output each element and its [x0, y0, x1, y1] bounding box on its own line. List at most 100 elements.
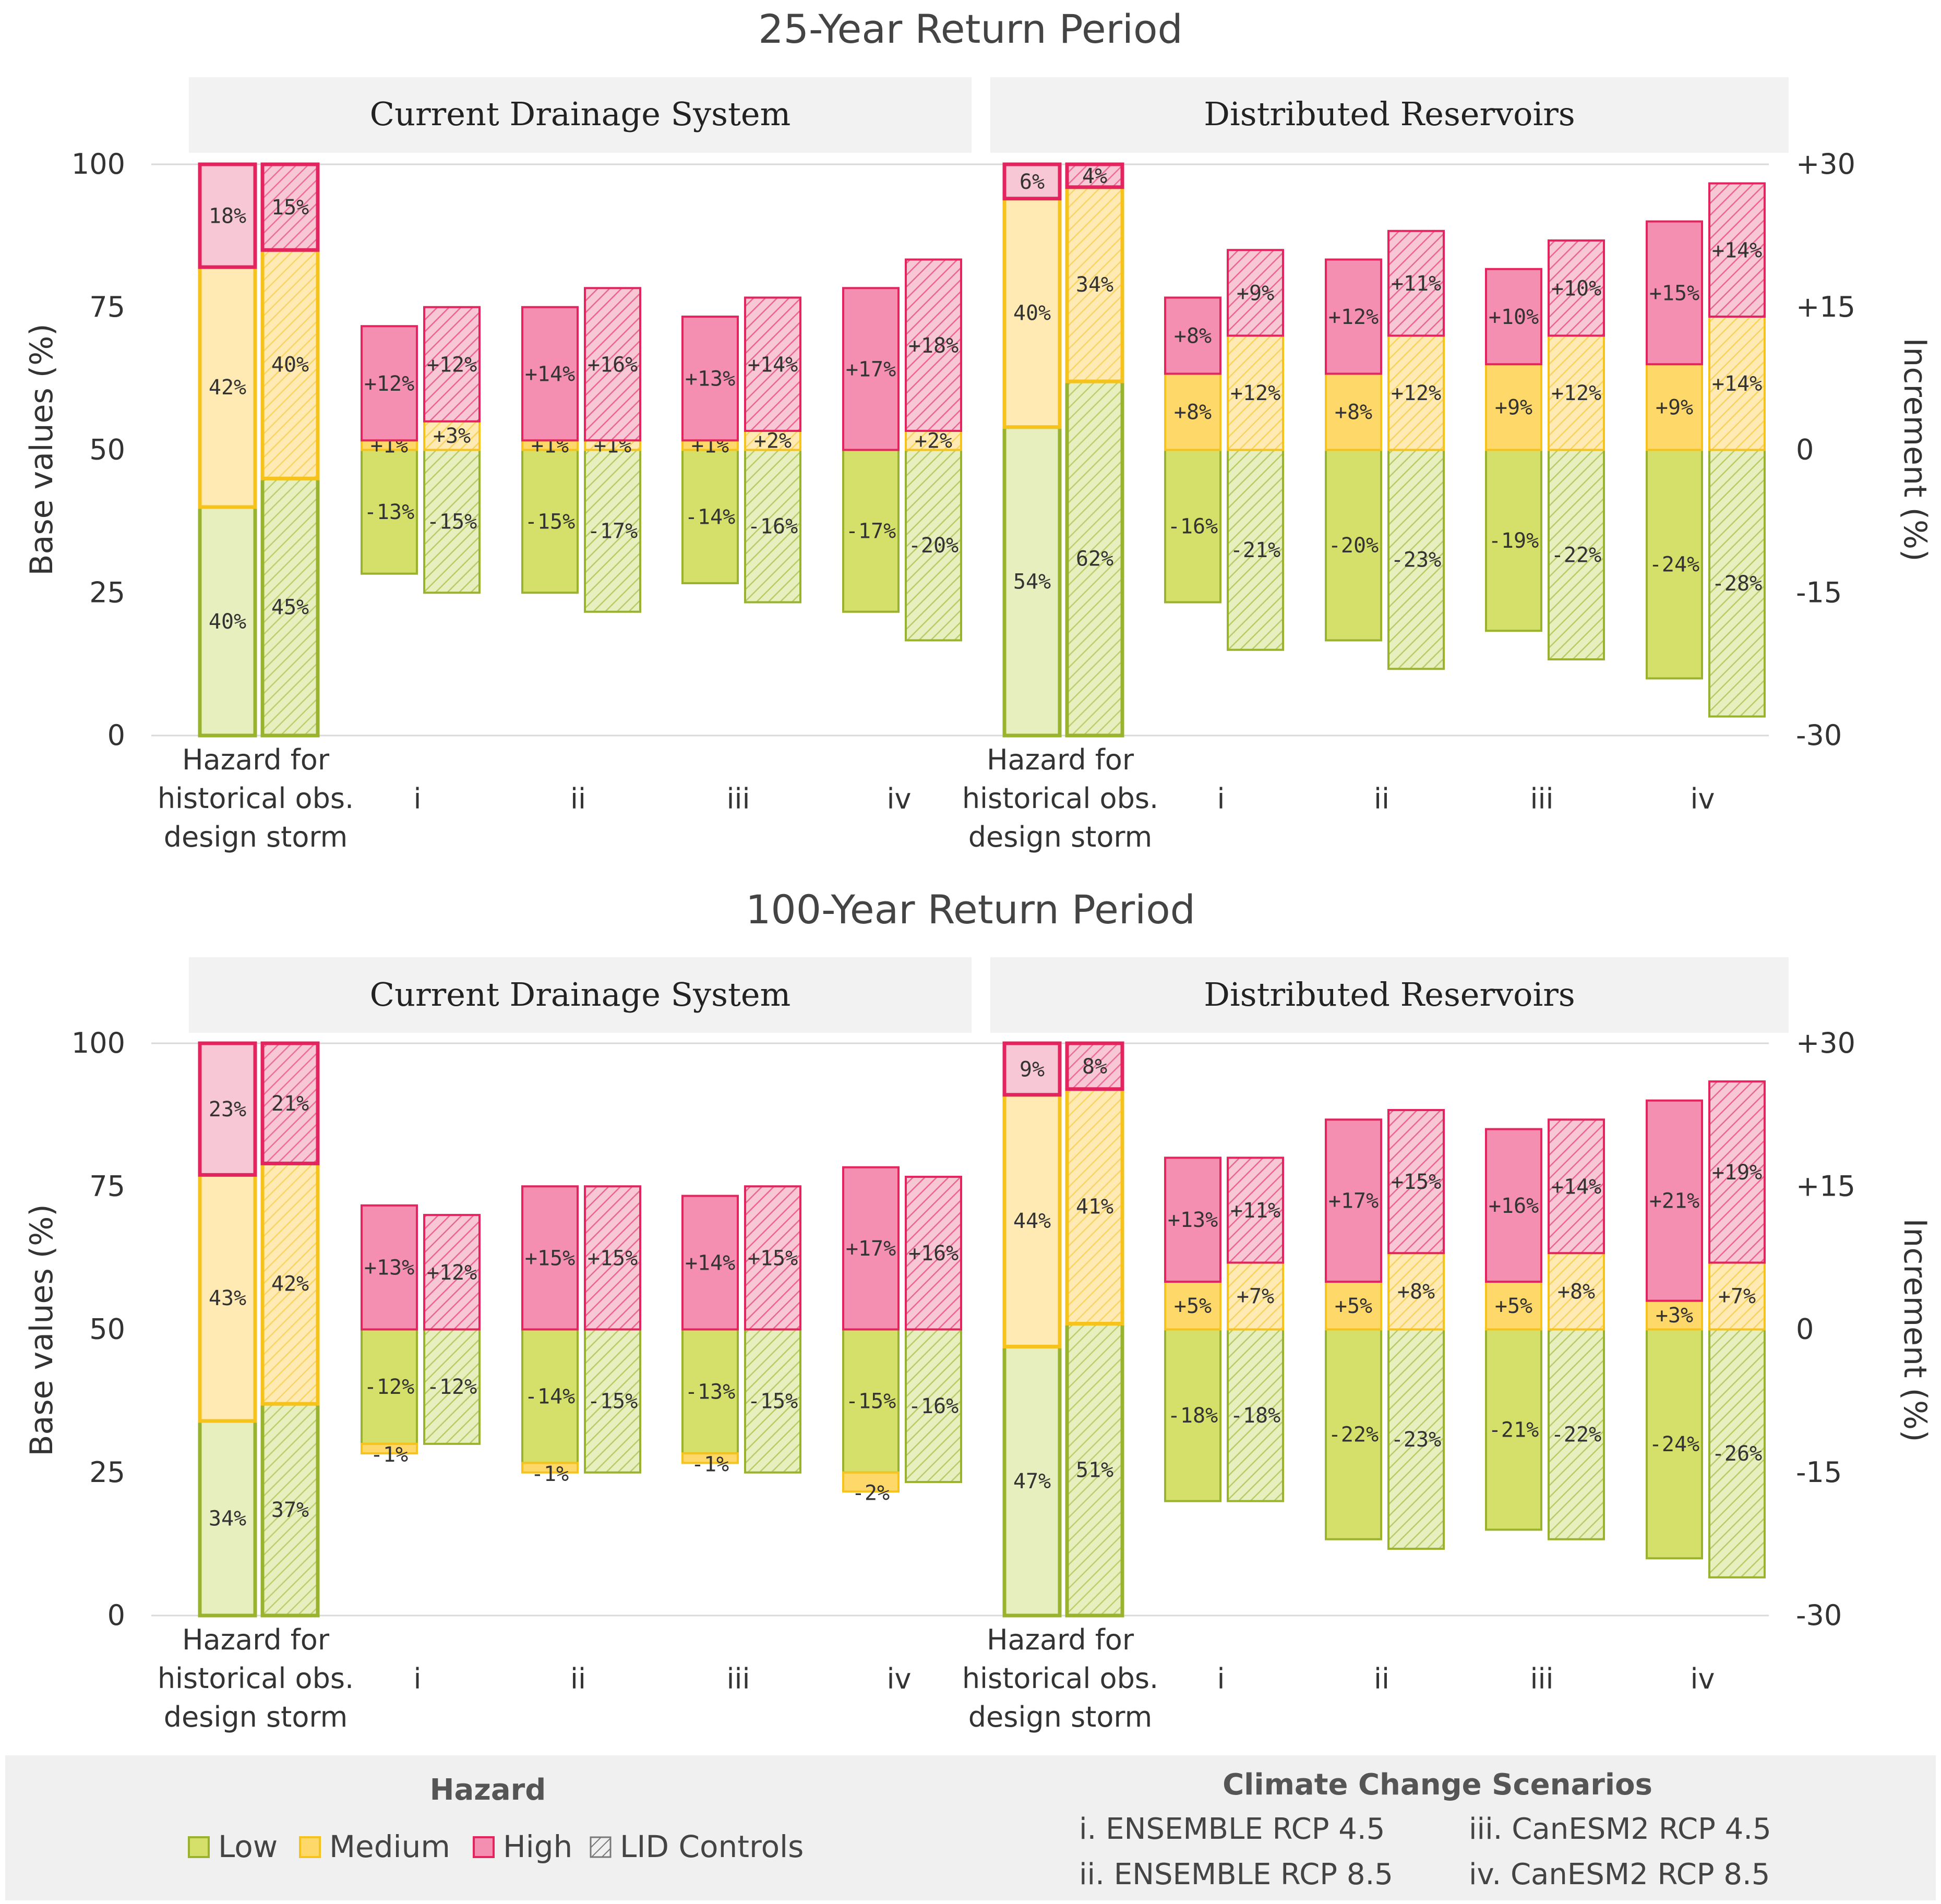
data-label: -12%: [364, 1375, 414, 1399]
data-label: +12%: [364, 372, 414, 396]
data-label: +10%: [1489, 305, 1539, 329]
y-tick-label: 50: [89, 1313, 125, 1346]
data-label: +5%: [1335, 1294, 1372, 1318]
bar-low: [1165, 450, 1220, 602]
y-tick-label: 50: [89, 433, 125, 466]
data-label: -24%: [1649, 553, 1699, 577]
bar-hatch-low: [585, 450, 640, 612]
data-label: +14%: [1712, 372, 1762, 396]
bar-outline-high: [1164, 296, 1221, 375]
y2-axis-title: Increment (%): [1897, 1219, 1933, 1442]
bar-high: [522, 1186, 578, 1330]
data-label: +8%: [1174, 324, 1212, 348]
bar-medium: [200, 1175, 255, 1421]
bar-hatch-high: [1228, 250, 1283, 336]
x-tick-label: iii: [726, 782, 750, 815]
bar-high: [843, 1167, 898, 1330]
bar-high: [843, 288, 898, 450]
bar-low: [362, 450, 417, 574]
y-tick-label: 25: [89, 1456, 125, 1489]
legend-swatch-high: [473, 1836, 495, 1858]
data-label: +2%: [915, 429, 952, 453]
data-label: -18%: [1168, 1404, 1218, 1428]
x-tick-label: Hazard for historical obs. design storm: [158, 1623, 354, 1733]
bar-hatch-medium: [906, 431, 961, 450]
y2-tick-label: -15: [1796, 1456, 1842, 1489]
data-label: +15%: [588, 1246, 638, 1270]
bar-hatch-medium: [1549, 1253, 1604, 1330]
bar-hatch-low: [262, 478, 318, 736]
bar-high: [1647, 1100, 1702, 1301]
data-label: -1%: [691, 1452, 729, 1476]
bar-hatch-medium: [1228, 1262, 1283, 1330]
data-label: +19%: [1712, 1161, 1762, 1185]
data-label: +8%: [1397, 1280, 1435, 1304]
data-label: 47%: [1013, 1469, 1051, 1493]
x-tick-label: ii: [570, 1662, 586, 1695]
bar-hatch-medium: [1709, 1262, 1765, 1330]
bar-hatch-medium: [1067, 187, 1122, 382]
data-label: 21%: [271, 1092, 309, 1116]
bar-high: [362, 326, 417, 441]
data-label: 62%: [1076, 547, 1113, 571]
bar-medium: [1486, 364, 1541, 450]
data-label: 15%: [271, 196, 309, 220]
y-tick-label: 0: [107, 719, 125, 752]
bar-outline-high: [260, 162, 320, 252]
chart-title: 100-Year Return Period: [746, 886, 1195, 933]
data-label: +16%: [908, 1242, 958, 1266]
data-label: -12%: [427, 1375, 477, 1399]
facet-header-reservoirs: [990, 957, 1789, 1033]
bar-hatch-low: [906, 1329, 961, 1483]
chart-marks: 0 25 50 75 100 -30 -15 0 +15 +30 Hazard for histori…: [71, 1027, 1855, 1733]
bar-medium: [1486, 1282, 1541, 1330]
bar-low: [522, 450, 578, 593]
bar-outline-high: [1708, 1080, 1766, 1264]
bar-outline-high: [361, 325, 418, 442]
bar-high: [1486, 269, 1541, 365]
bar-hatch-high: [424, 1215, 480, 1330]
bar-medium: [1647, 1300, 1702, 1330]
bar-medium: [682, 440, 738, 450]
y-tick-label: 100: [71, 1027, 125, 1059]
bar-hatch-low: [745, 450, 800, 602]
bar-outline-high: [423, 1214, 481, 1331]
bar-hatch-high: [1067, 164, 1122, 187]
data-label: -21%: [1230, 538, 1280, 562]
bar-hatch-medium: [585, 440, 640, 450]
bar-high: [1326, 259, 1381, 374]
bar-hatch-high: [745, 297, 800, 431]
x-tick-label: i: [413, 782, 421, 815]
legend-label-high: High: [503, 1829, 572, 1864]
bar-outline-high: [584, 1185, 641, 1331]
data-label: +12%: [1328, 305, 1379, 329]
data-label: -21%: [1489, 1418, 1539, 1442]
y-tick-label: 0: [107, 1599, 125, 1632]
bar-outline-high: [1002, 162, 1062, 201]
bar-low: [1165, 1329, 1220, 1501]
legend-label-low: Low: [218, 1829, 278, 1864]
bar-outline-high: [1227, 249, 1284, 337]
chart-marks: 0 25 50 75 100 -30 -15 0 +15 +30 Hazard for histori…: [71, 148, 1855, 853]
y2-tick-label: -30: [1796, 1599, 1842, 1632]
bar-low: [1004, 1346, 1060, 1616]
data-label: -23%: [1391, 548, 1441, 572]
data-label: 18%: [209, 204, 246, 228]
bar-outline-high: [681, 1195, 739, 1331]
y2-tick-label: +15: [1796, 291, 1855, 323]
facet-label-reservoirs: Distributed Reservoirs: [1204, 95, 1575, 133]
data-label: +2%: [754, 429, 792, 453]
data-label: -15%: [525, 510, 575, 534]
data-label: 40%: [271, 353, 309, 377]
bar-outline-high: [1548, 1118, 1605, 1255]
data-label: -22%: [1328, 1423, 1379, 1447]
y-axis-title: Base values (%): [23, 1204, 60, 1456]
bar-outline-high: [1485, 268, 1542, 366]
bar-low: [362, 1329, 417, 1444]
x-tick-label: Hazard for historical obs. design storm: [158, 743, 354, 853]
chart-title: 25-Year Return Period: [758, 6, 1183, 52]
data-label: -15%: [588, 1390, 638, 1414]
legend-scenario-iv: iv. CanESM2 RCP 8.5: [1469, 1858, 1770, 1891]
data-label: 37%: [271, 1498, 309, 1522]
bar-high: [1486, 1129, 1541, 1282]
